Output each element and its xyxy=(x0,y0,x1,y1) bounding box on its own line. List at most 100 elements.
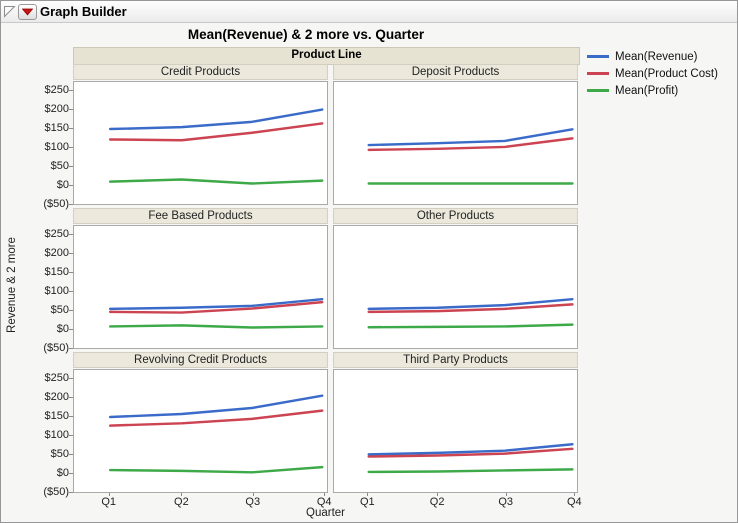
x-tick-mark xyxy=(108,493,110,496)
series-line xyxy=(108,394,324,419)
y-tick-mark xyxy=(69,204,73,205)
x-tick-mark xyxy=(181,493,183,496)
series-line xyxy=(367,297,574,311)
y-tick-label: $100 xyxy=(44,141,69,153)
series-line xyxy=(108,324,324,329)
panel-header: Third Party Products xyxy=(333,352,578,368)
product-line-group-header: Product Line xyxy=(73,47,580,65)
series-line xyxy=(108,178,324,185)
legend-line-swatch xyxy=(587,55,609,58)
y-tick-label: ($50) xyxy=(43,342,69,354)
plot-panel[interactable] xyxy=(73,225,328,349)
y-tick-mark xyxy=(69,234,73,235)
plot-panel[interactable] xyxy=(73,369,328,493)
y-tick-mark xyxy=(69,397,73,398)
title-bar: Graph Builder xyxy=(1,1,737,23)
x-tick-mark xyxy=(324,493,326,496)
panel-header: Fee Based Products xyxy=(73,208,328,224)
y-tick-label: $200 xyxy=(44,103,69,115)
panel-header: Other Products xyxy=(333,208,578,224)
y-tick-mark xyxy=(69,185,73,186)
y-tick-label: ($50) xyxy=(43,198,69,210)
y-tick-label: $100 xyxy=(44,285,69,297)
series-line xyxy=(108,409,324,427)
y-tick-label: $150 xyxy=(44,410,69,422)
legend-item[interactable]: Mean(Profit) xyxy=(587,82,718,99)
legend-item[interactable]: Mean(Revenue) xyxy=(587,48,718,65)
x-tick-mark xyxy=(367,493,369,496)
y-tick-mark xyxy=(69,492,73,493)
panel-header: Deposit Products xyxy=(333,64,578,80)
series-line xyxy=(108,300,324,314)
chart-title: Mean(Revenue) & 2 more vs. Quarter xyxy=(187,27,425,42)
red-triangle-icon xyxy=(22,8,33,16)
legend-label: Mean(Profit) xyxy=(615,84,679,97)
y-tick-mark xyxy=(69,435,73,436)
y-tick-mark xyxy=(69,272,73,273)
series-line xyxy=(367,443,574,456)
y-tick-label: $100 xyxy=(44,429,69,441)
y-tick-mark xyxy=(69,90,73,91)
series-line xyxy=(108,465,324,474)
series-line xyxy=(108,122,324,142)
series-line xyxy=(367,323,574,329)
y-tick-mark xyxy=(69,348,73,349)
y-tick-mark xyxy=(69,109,73,110)
series-line xyxy=(108,108,324,131)
legend-line-swatch xyxy=(587,72,609,75)
y-tick-label: $50 xyxy=(50,160,69,172)
y-tick-mark xyxy=(69,128,73,129)
y-tick-mark xyxy=(69,473,73,474)
series-line xyxy=(367,468,574,474)
y-tick-label: $50 xyxy=(50,304,69,316)
series-line xyxy=(367,128,574,147)
disclosure-triangle-icon[interactable] xyxy=(3,5,16,18)
x-tick-mark xyxy=(574,493,576,496)
y-tick-mark xyxy=(69,310,73,311)
plot-panel[interactable] xyxy=(333,369,578,493)
y-tick-mark xyxy=(69,291,73,292)
series-line xyxy=(367,447,574,458)
x-tick-mark xyxy=(505,493,507,496)
panel-header: Credit Products xyxy=(73,64,328,80)
y-tick-mark xyxy=(69,147,73,148)
y-tick-mark xyxy=(69,378,73,379)
legend: Mean(Revenue) Mean(Product Cost) Mean(Prof… xyxy=(587,48,718,99)
legend-line-swatch xyxy=(587,89,609,92)
y-tick-mark xyxy=(69,454,73,455)
plot-panel[interactable] xyxy=(73,81,328,205)
y-tick-label: $0 xyxy=(56,467,69,479)
legend-item[interactable]: Mean(Product Cost) xyxy=(587,65,718,82)
series-line xyxy=(367,137,574,152)
x-tick-label: Q2 xyxy=(429,496,445,508)
y-tick-label: ($50) xyxy=(43,486,69,498)
plot-panel[interactable] xyxy=(333,81,578,205)
panel-header: Revolving Credit Products xyxy=(73,352,328,368)
x-tick-label: Q1 xyxy=(359,496,375,508)
x-tick-mark xyxy=(252,493,254,496)
series-line xyxy=(367,303,574,314)
y-tick-mark xyxy=(69,253,73,254)
y-axis-title: Revenue & 2 more xyxy=(6,237,18,333)
y-tick-label: $250 xyxy=(44,228,69,240)
red-triangle-menu-button[interactable] xyxy=(18,3,37,20)
series-line xyxy=(108,297,324,311)
y-tick-label: $250 xyxy=(44,84,69,96)
x-axis-title: Quarter xyxy=(306,507,345,519)
y-tick-label: $150 xyxy=(44,266,69,278)
y-tick-mark xyxy=(69,166,73,167)
y-tick-label: $200 xyxy=(44,391,69,403)
x-tick-mark xyxy=(437,493,439,496)
y-tick-label: $0 xyxy=(56,179,69,191)
x-tick-label: Q1 xyxy=(101,496,117,508)
y-tick-label: $150 xyxy=(44,122,69,134)
y-tick-mark xyxy=(69,329,73,330)
plot-panel[interactable] xyxy=(333,225,578,349)
x-tick-label: Q2 xyxy=(174,496,189,508)
window-title: Graph Builder xyxy=(40,4,127,19)
legend-label: Mean(Product Cost) xyxy=(615,67,718,80)
y-tick-label: $50 xyxy=(50,448,69,460)
x-tick-label: Q3 xyxy=(498,496,514,508)
x-tick-label: Q4 xyxy=(316,496,332,508)
